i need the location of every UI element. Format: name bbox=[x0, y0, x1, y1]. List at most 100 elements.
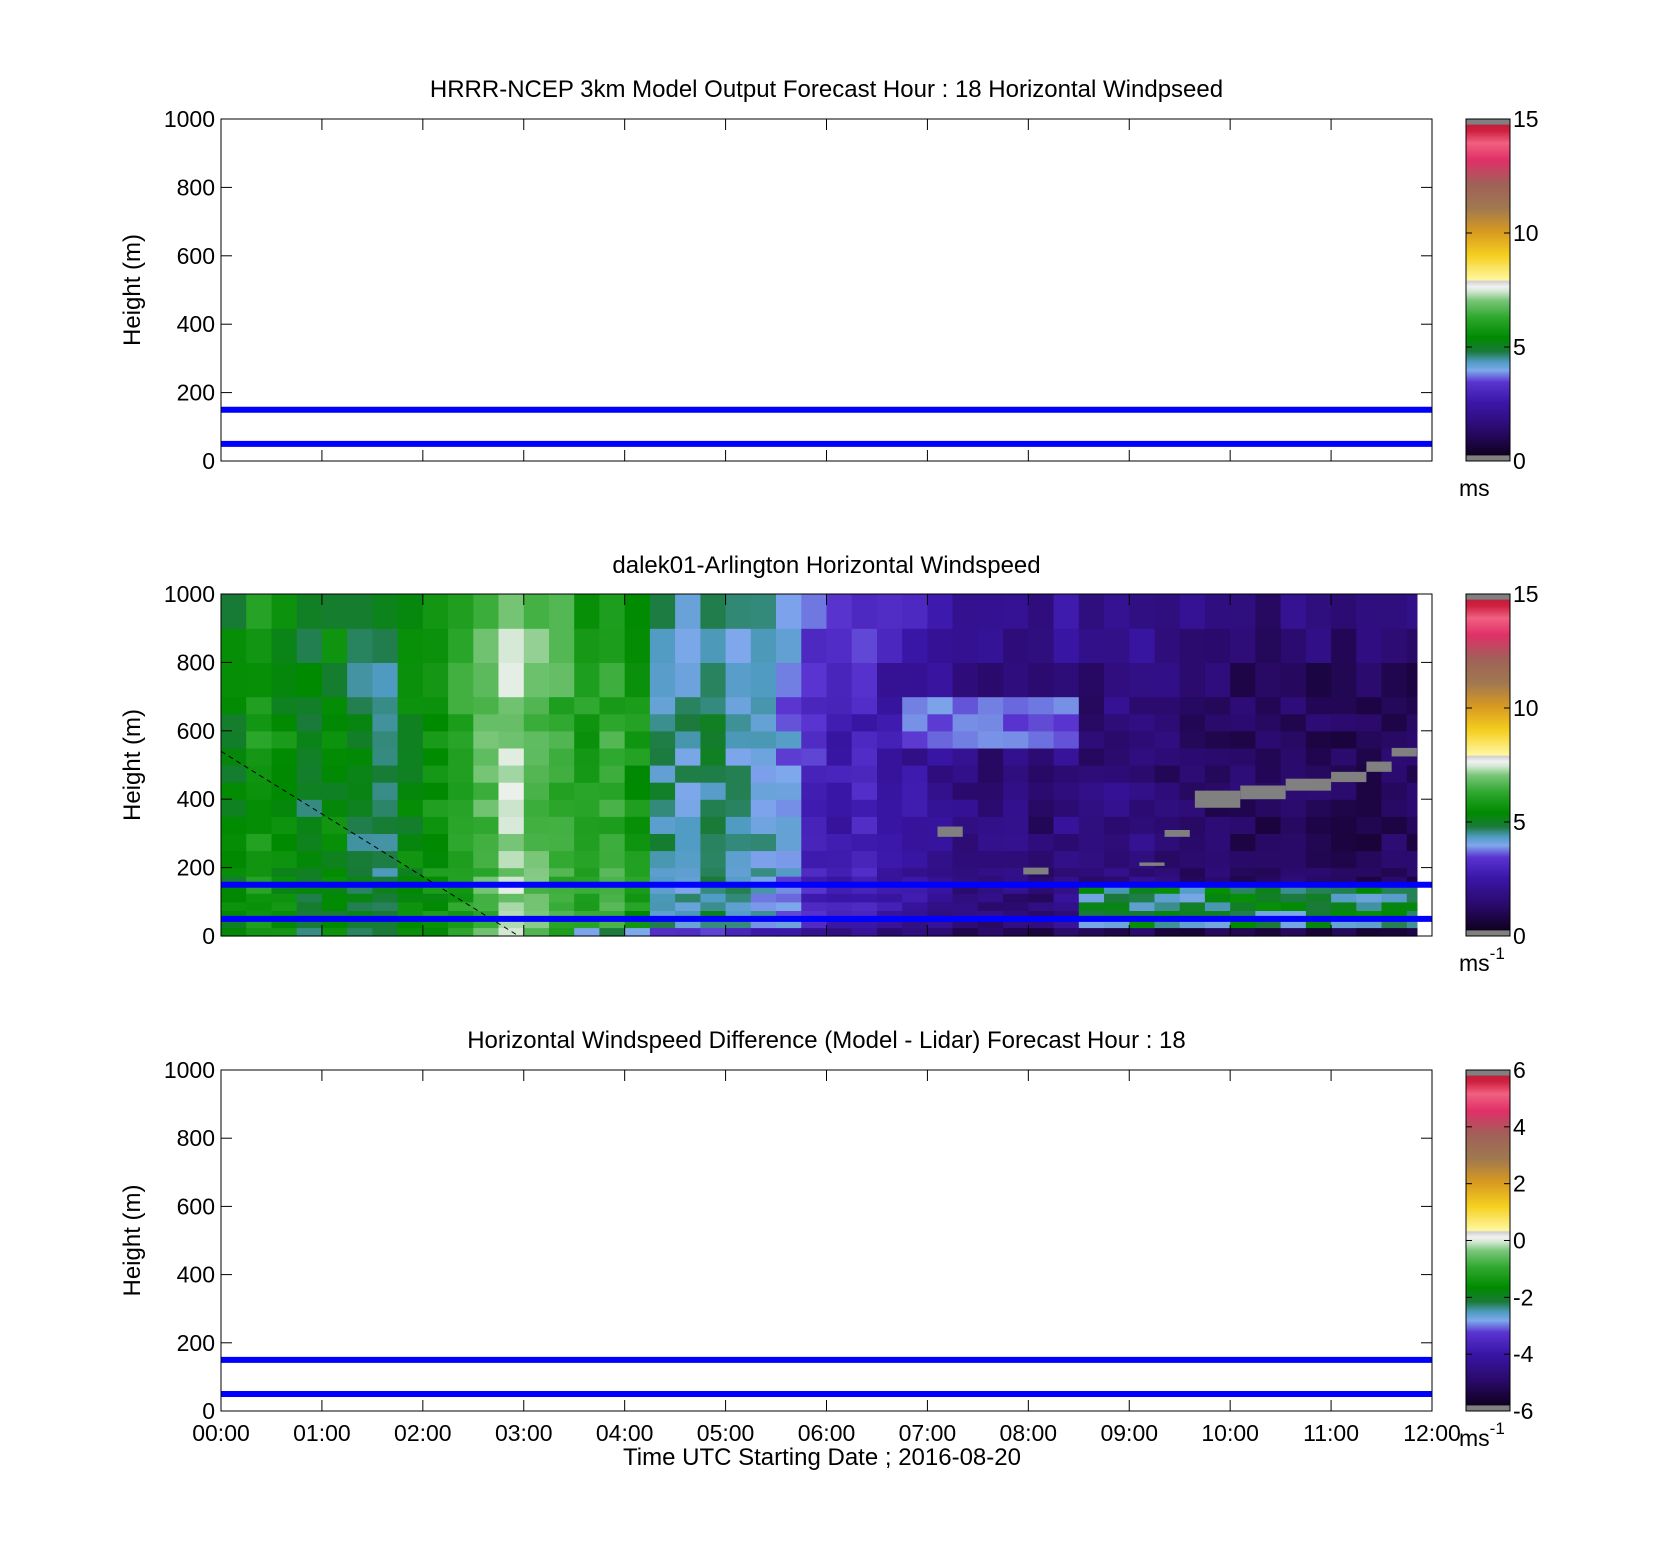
heatmap-cell bbox=[877, 662, 903, 698]
heatmap-cell bbox=[221, 850, 247, 869]
heatmap-cell bbox=[1154, 876, 1181, 886]
heatmap-cell bbox=[1129, 713, 1156, 732]
heatmap-cell bbox=[448, 876, 474, 886]
heatmap-cell bbox=[624, 696, 651, 715]
heatmap-cell bbox=[246, 594, 272, 629]
heatmap-cell bbox=[321, 893, 348, 903]
heatmap-cell bbox=[851, 901, 878, 911]
heatmap-cell bbox=[1356, 816, 1383, 834]
heatmap-cell bbox=[801, 867, 828, 877]
chart-title: HRRR-NCEP 3km Model Output Forecast Hour… bbox=[430, 76, 1223, 103]
heatmap-cell bbox=[1204, 833, 1231, 852]
heatmap-cell bbox=[649, 662, 676, 698]
heatmap-cell bbox=[1230, 696, 1256, 715]
heatmap-cell bbox=[700, 867, 727, 877]
heatmap-cell bbox=[1230, 628, 1256, 663]
heatmap-cell bbox=[1154, 816, 1181, 834]
heatmap-cell bbox=[296, 901, 323, 911]
heatmap-cell bbox=[1204, 662, 1231, 698]
heatmap-cell bbox=[372, 765, 399, 783]
heatmap-cell bbox=[1381, 662, 1408, 698]
heatmap-cell bbox=[826, 747, 853, 766]
heatmap-cell bbox=[296, 884, 323, 894]
colorbar-unit: ms bbox=[1459, 475, 1490, 501]
heatmap-cell bbox=[902, 730, 928, 749]
heatmap-cell bbox=[347, 628, 373, 663]
heatmap-cell bbox=[448, 884, 474, 894]
heatmap-cell bbox=[1305, 833, 1332, 852]
heatmap-cell bbox=[750, 594, 777, 629]
heatmap-cell bbox=[473, 910, 500, 920]
heatmap-cell bbox=[498, 730, 525, 749]
heatmap-cell bbox=[927, 628, 954, 663]
heatmap-cell bbox=[1053, 867, 1080, 877]
heatmap-cell bbox=[321, 628, 348, 663]
heatmap-cell bbox=[1154, 799, 1181, 817]
heatmap-cell bbox=[1406, 696, 1418, 715]
heatmap-cell bbox=[977, 662, 1004, 698]
heatmap-cell bbox=[574, 747, 600, 766]
heatmap-cell bbox=[977, 918, 1004, 929]
heatmap-cell bbox=[1204, 893, 1231, 903]
heatmap-cell bbox=[877, 901, 903, 911]
heatmap-cell bbox=[700, 850, 727, 869]
heatmap-cell bbox=[1230, 713, 1256, 732]
heatmap-cell bbox=[347, 696, 373, 715]
heatmap-cell bbox=[271, 884, 298, 894]
heatmap-cell bbox=[877, 628, 903, 663]
heatmap-cell bbox=[977, 730, 1004, 749]
heatmap-cell bbox=[397, 876, 424, 886]
heatmap-cell bbox=[649, 765, 676, 783]
heatmap-cell bbox=[422, 893, 449, 903]
heatmap-cell bbox=[397, 782, 424, 800]
heatmap-cell bbox=[246, 833, 272, 852]
heatmap-cell bbox=[826, 696, 853, 715]
x-axis-label: Time UTC Starting Date ; 2016-08-20 bbox=[623, 1444, 1021, 1471]
heatmap-cell bbox=[725, 713, 752, 732]
heatmap-cell bbox=[1381, 876, 1408, 886]
colorbar-tick-label: -2 bbox=[1513, 1284, 1533, 1310]
heatmap-cell bbox=[801, 910, 828, 920]
heatmap-cell bbox=[448, 747, 474, 766]
heatmap-cell bbox=[1381, 918, 1408, 929]
heatmap-cell bbox=[372, 782, 399, 800]
heatmap-cell bbox=[725, 782, 752, 800]
heatmap-cell bbox=[1078, 765, 1105, 783]
plot-area: 0 200 400 600 800 1000 bbox=[164, 581, 1433, 949]
heatmap-cell bbox=[877, 782, 903, 800]
heatmap-cell bbox=[1381, 884, 1408, 894]
heatmap-cell bbox=[1104, 893, 1130, 903]
heatmap-cell bbox=[927, 867, 954, 877]
heatmap-cell bbox=[246, 730, 272, 749]
heatmap-cell bbox=[1331, 628, 1357, 663]
heatmap-cell bbox=[700, 747, 727, 766]
heatmap-cell bbox=[952, 867, 979, 877]
heatmap-cell bbox=[1406, 816, 1418, 834]
heatmap-cell bbox=[902, 901, 928, 911]
heatmap-cell bbox=[801, 662, 828, 698]
heatmap-cell bbox=[977, 850, 1004, 869]
heatmap-cell bbox=[1129, 910, 1156, 920]
heatmap-cell bbox=[1381, 782, 1408, 800]
x-tick-label: 03:00 bbox=[495, 1420, 553, 1446]
heatmap-cell bbox=[750, 765, 777, 783]
heatmap-cell bbox=[977, 747, 1004, 766]
heatmap-cell bbox=[1129, 927, 1156, 937]
heatmap-cell bbox=[1028, 628, 1055, 663]
heatmap-cell bbox=[422, 765, 449, 783]
heatmap-cell bbox=[296, 876, 323, 886]
heatmap-cell bbox=[1129, 901, 1156, 911]
heatmap-cell bbox=[675, 628, 701, 663]
colorbar-tick-label: 15 bbox=[1513, 581, 1539, 607]
heatmap-cell bbox=[776, 927, 802, 937]
heatmap-cell bbox=[1280, 765, 1307, 783]
heatmap-cell bbox=[675, 867, 701, 877]
heatmap-cell bbox=[1129, 918, 1156, 929]
heatmap-cell bbox=[1104, 782, 1130, 800]
heatmap-cell bbox=[473, 730, 500, 749]
dashed-line bbox=[220, 750, 519, 937]
heatmap-cell bbox=[1331, 782, 1357, 800]
heatmap-cell bbox=[296, 850, 323, 869]
heatmap-cell bbox=[549, 927, 575, 937]
colorbar-unit: ms-1 bbox=[1459, 944, 1505, 976]
